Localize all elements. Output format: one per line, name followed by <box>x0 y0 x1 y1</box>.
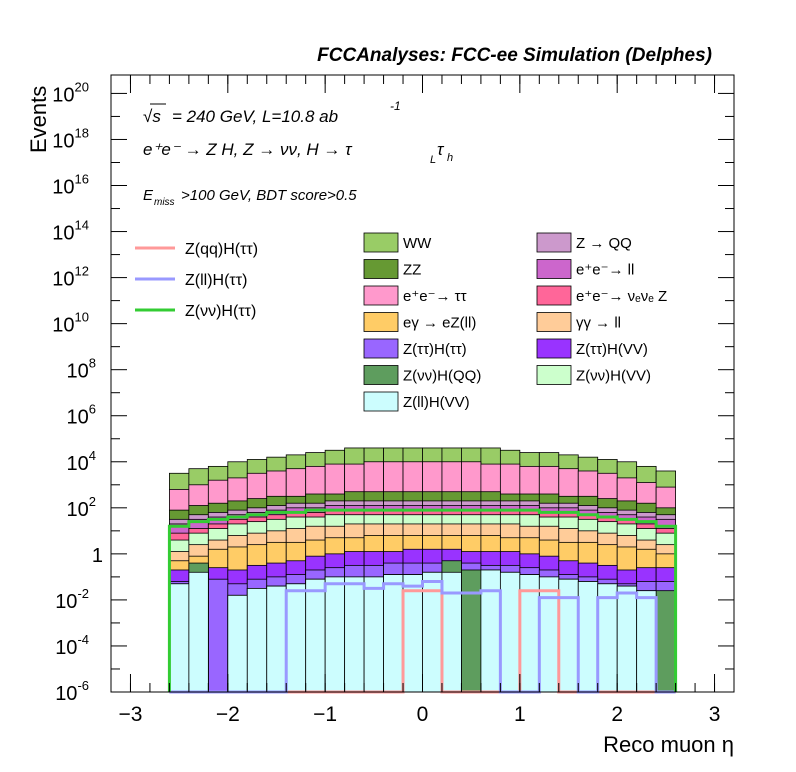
y-tick-label: 1014 <box>52 218 89 245</box>
annotation-cuts-rest: >100 GeV, BDT score>0.5 <box>181 187 357 204</box>
legend-label: ZZ <box>403 262 421 279</box>
axis-ticks: 102010181016101410121010108106104102110-… <box>52 75 735 726</box>
annotation-process: e⁺e⁻ → Z H, Z → νν, H → τ L τ h <box>143 140 453 166</box>
bar <box>577 581 599 693</box>
y-tick-label: 1 <box>92 545 103 567</box>
annotation-cuts-sub: miss <box>154 197 175 208</box>
overlay-z-h- <box>167 508 678 692</box>
x-tick-label: 3 <box>709 703 721 726</box>
bar <box>461 569 482 693</box>
x-tick-label: 0 <box>417 703 429 726</box>
bar <box>480 569 501 693</box>
stack-z-ll-h-vv- <box>169 569 657 693</box>
bar <box>305 578 326 693</box>
legend-label: eγ → eZ(ll) <box>403 315 476 332</box>
annotation-luminosity: √s = 240 GeV, L=10.8 ab -1 <box>143 99 401 126</box>
legend-label: e⁺e⁻→ ττ <box>403 288 467 305</box>
legend-label: Z(νν)H(QQ) <box>403 368 481 385</box>
legend-swatch <box>536 232 572 253</box>
x-tick-label: −1 <box>313 703 337 726</box>
annotation-cuts: E miss >100 GeV, BDT score>0.5 <box>143 187 357 208</box>
legend-swatch <box>363 285 399 306</box>
annotation-process-tau: τ <box>437 140 445 159</box>
y-axis-label: Events <box>26 86 51 153</box>
annotation-sqrt-s: √s <box>143 107 161 126</box>
annotation-process-text: e⁺e⁻ → Z H, Z → νν, H → τ <box>143 140 353 159</box>
bar <box>207 578 229 693</box>
bar <box>246 587 268 693</box>
x-tick-label: −3 <box>118 703 142 726</box>
bar <box>499 571 521 693</box>
bar <box>285 583 307 693</box>
overlay-z-ll-h- <box>169 579 676 694</box>
bar <box>188 571 209 693</box>
legend-label: e⁺e⁻→ νₑνₑ Z <box>576 288 667 305</box>
bar <box>616 585 638 693</box>
stacked-histograms <box>169 447 676 693</box>
bar <box>266 585 287 693</box>
legend-swatch <box>363 232 399 253</box>
legend-label: Z → QQ <box>576 235 632 252</box>
legend-swatch <box>536 259 572 279</box>
x-axis-label: Reco muon η <box>603 732 734 757</box>
x-tick-label: 1 <box>514 703 526 726</box>
x-tick-label: −2 <box>216 703 240 726</box>
legend-swatch <box>536 338 572 359</box>
legend-line-label: Z(ll)H(ττ) <box>185 272 247 289</box>
legend-swatch <box>363 365 399 385</box>
legend-swatch <box>536 312 572 332</box>
legend-line-label: Z(qq)H(ττ) <box>185 241 258 258</box>
bar <box>363 576 384 693</box>
bar <box>344 576 365 693</box>
bar <box>538 576 560 693</box>
annotation-cuts-E: E <box>143 187 154 204</box>
x-tick-label: 2 <box>611 703 623 726</box>
bar <box>169 583 190 693</box>
legend-swatch <box>363 391 399 412</box>
annotation-lumi-exp: -1 <box>390 99 401 113</box>
bar <box>597 583 618 693</box>
legend-swatch <box>536 365 572 385</box>
bar <box>441 571 462 693</box>
annotation-process-sub1: L <box>430 154 436 166</box>
annotation-process-sub2: h <box>447 152 453 164</box>
legend-swatch <box>536 285 572 306</box>
y-tick-label: 10-4 <box>55 632 89 659</box>
legend-swatch <box>363 338 399 359</box>
legend-swatch <box>363 312 399 332</box>
legend-label: Z(ll)H(VV) <box>403 394 470 411</box>
bar <box>636 590 657 693</box>
legend: Z(qq)H(ττ) Z(ll)H(ττ) Z(νν)H(ττ) WW ZZ e⁺e⁻→ … <box>135 232 667 412</box>
chart-title: FCCAnalyses: FCC-ee Simulation (Delphes) <box>317 45 712 66</box>
legend-line-label: Z(νν)H(ττ) <box>185 303 256 320</box>
legend-label: Z(νν)H(VV) <box>576 368 651 385</box>
legend-label: e⁺e⁻→ ll <box>576 262 634 279</box>
legend-label: γγ → ll <box>576 315 621 332</box>
bar <box>324 576 346 693</box>
annotation-energy-lumi: = 240 GeV, L=10.8 ab <box>172 107 338 126</box>
legend-label: Z(ττ)H(ττ) <box>403 341 467 358</box>
legend-label: WW <box>403 235 432 252</box>
y-tick-label: 1018 <box>52 125 89 152</box>
bar <box>655 590 676 693</box>
y-tick-label: 1016 <box>52 172 89 199</box>
legend-swatch <box>363 259 399 279</box>
bar <box>227 594 248 693</box>
legend-label: Z(ττ)H(VV) <box>576 341 648 358</box>
bar <box>383 574 404 693</box>
